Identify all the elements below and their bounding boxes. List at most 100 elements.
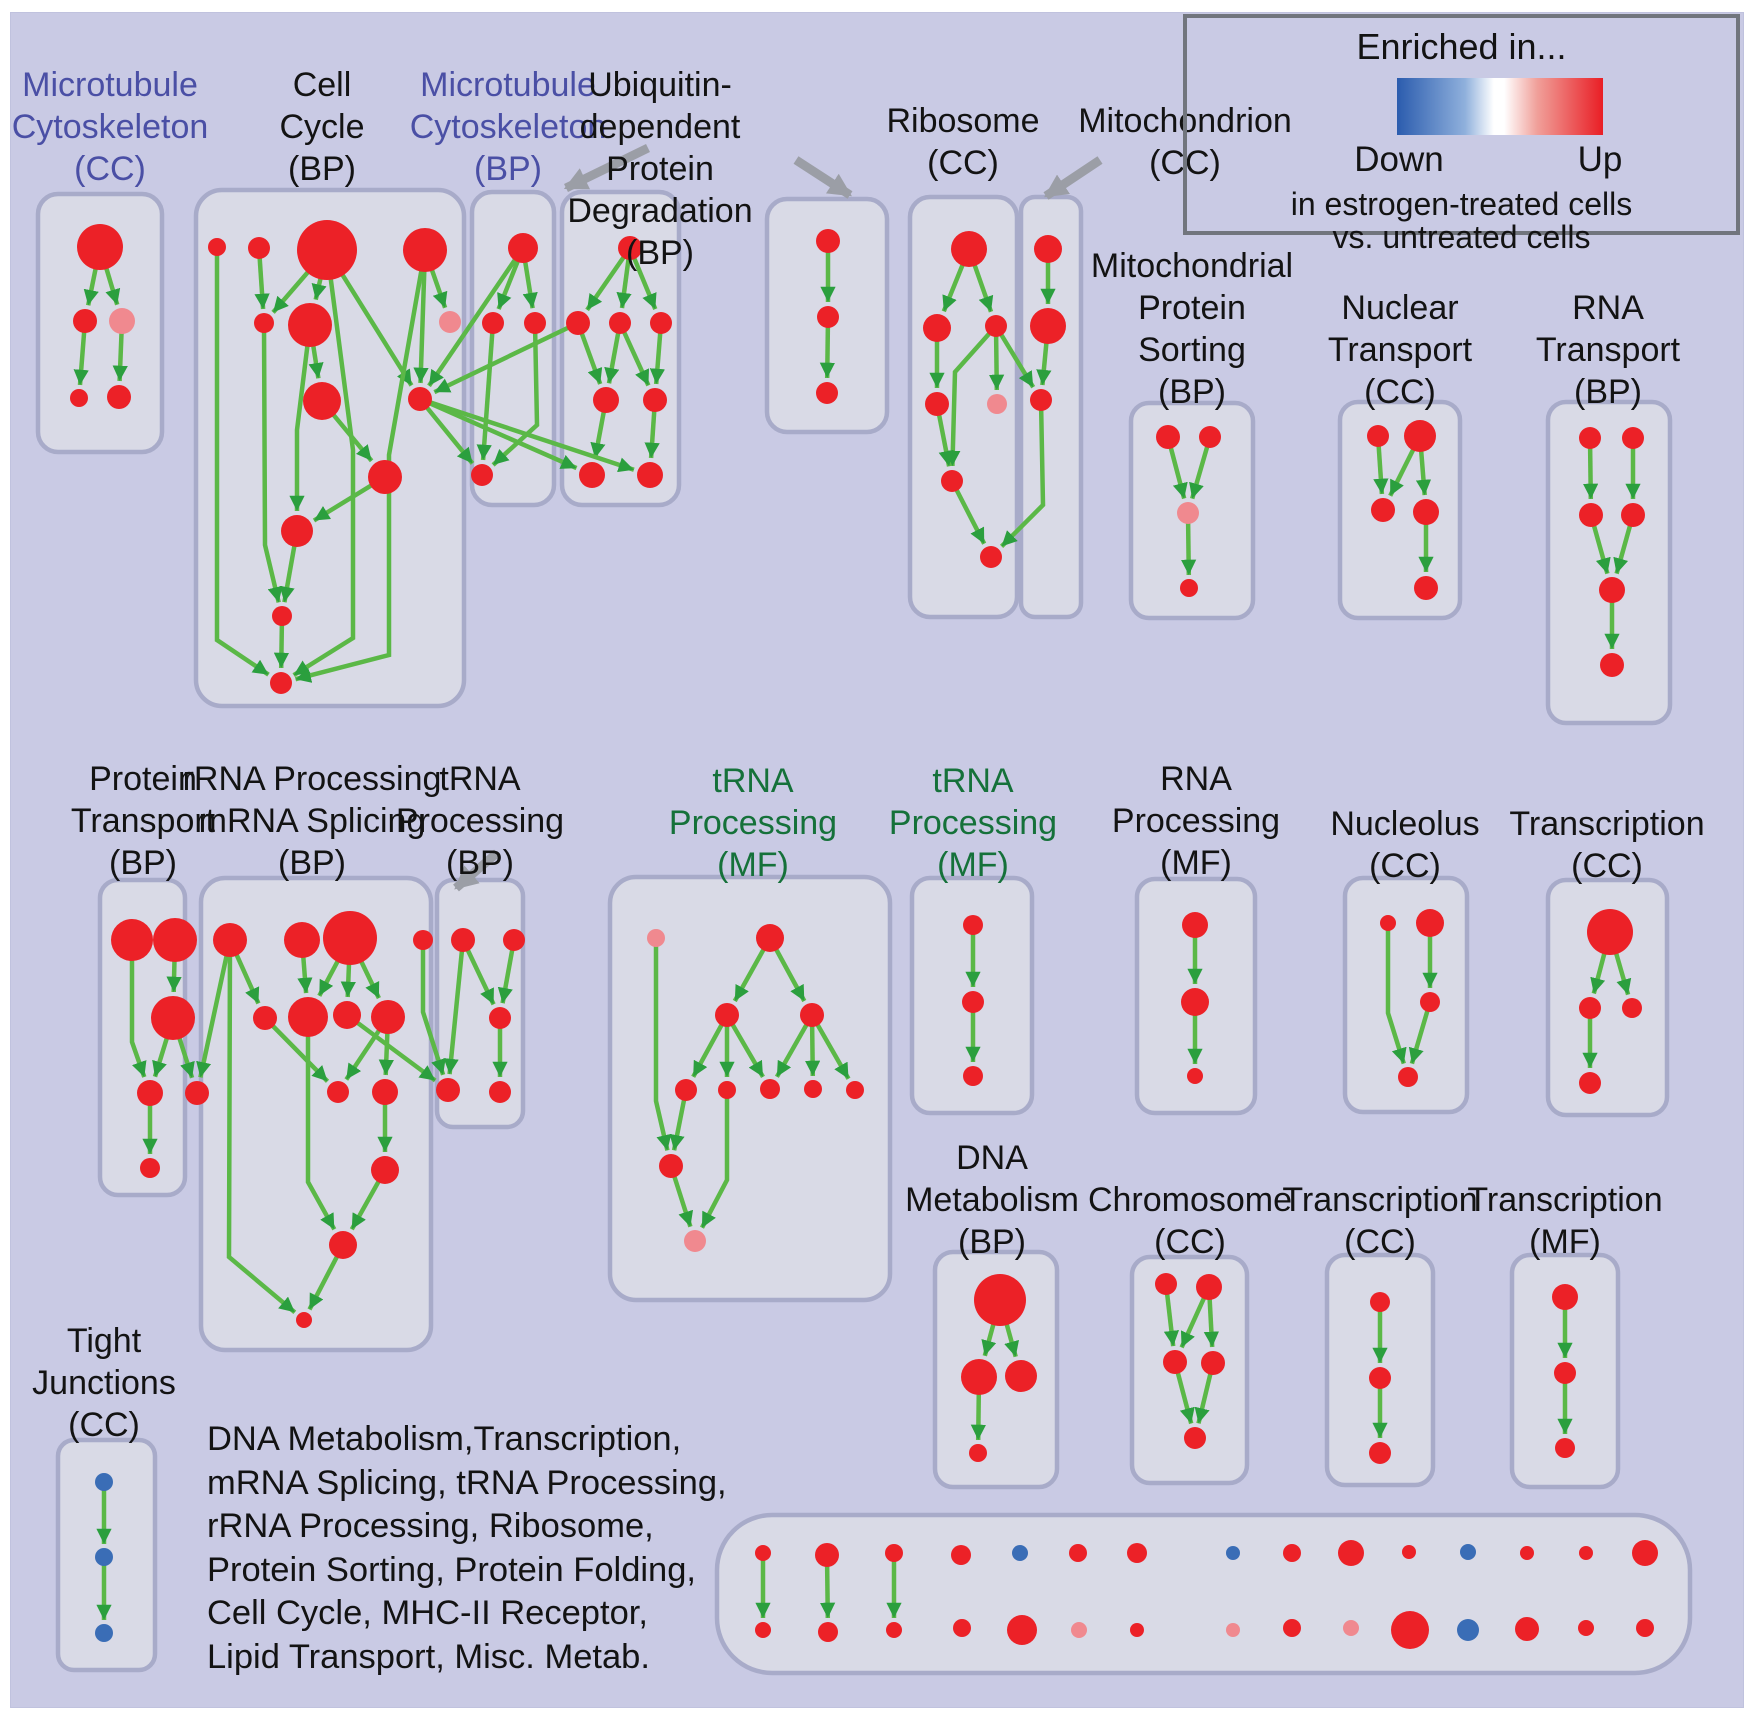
go-term-node-mt2 — [1030, 308, 1066, 344]
go-term-node-w9 — [1283, 1544, 1301, 1562]
go-term-node-h1 — [1155, 1273, 1177, 1295]
go-term-node-T9 — [846, 1081, 864, 1099]
go-term-node-N13 — [296, 1312, 312, 1328]
cluster-label-trna-processing-bp: tRNA Processing (BP) — [395, 760, 565, 882]
go-term-node-s2 — [1199, 426, 1221, 448]
go-term-node-m4 — [471, 464, 493, 486]
cluster-label-microtubule-cytoskeleton-cc: Microtubule Cytoskeleton (CC) — [11, 66, 209, 188]
legend-box: Enriched in... Down Up in estrogen-treat… — [1183, 14, 1740, 255]
edge-c6-to-c11 — [289, 324, 313, 511]
go-term-node-T1 — [647, 929, 665, 947]
go-term-node-u3 — [609, 312, 631, 334]
nodes-layer — [70, 220, 1658, 1649]
go-term-node-c4 — [403, 228, 447, 272]
edge-nu3-to-nu4 — [1408, 1001, 1433, 1065]
go-term-node-w2 — [815, 1543, 839, 1567]
go-term-node-d4 — [969, 1444, 987, 1462]
edge-p1-to-p4 — [129, 940, 147, 1078]
go-term-node-N4 — [413, 930, 433, 950]
edge-m3-to-m4 — [491, 322, 540, 467]
annotation-arrow-mitochondrion-label-to-box — [1043, 156, 1103, 200]
edge-N5-to-N9 — [263, 1016, 330, 1083]
go-term-node-N10 — [372, 1079, 398, 1105]
go-term-node-b2 — [923, 314, 951, 342]
go-term-node-w12 — [1460, 1544, 1476, 1560]
go-term-node-v15 — [1636, 1619, 1654, 1637]
go-term-node-h3 — [1163, 1350, 1187, 1374]
go-term-node-n1 — [1367, 425, 1389, 447]
cluster-box-transcription-cc-upper — [1545, 877, 1670, 1118]
go-term-node-N1 — [213, 923, 247, 957]
go-term-node-t1 — [451, 928, 475, 952]
go-term-node-nu1 — [1380, 915, 1396, 931]
cluster-label-transcription-mf: Transcription (MF) — [1467, 1181, 1663, 1261]
go-term-node-r6 — [1600, 653, 1624, 677]
cluster-box-chromosome-cc — [1129, 1254, 1250, 1486]
go-term-node-k2 — [73, 309, 97, 333]
go-term-node-q3 — [816, 382, 838, 404]
go-term-node-b5 — [987, 394, 1007, 414]
go-term-node-q1 — [816, 229, 840, 253]
go-term-node-rp3 — [1187, 1068, 1203, 1084]
go-term-node-u2 — [566, 311, 590, 335]
go-term-node-nu4 — [1398, 1067, 1418, 1087]
go-term-node-u1 — [618, 236, 642, 260]
go-term-node-T8 — [804, 1080, 822, 1098]
cluster-label-transcription-cc-upper: Transcription (CC) — [1509, 805, 1705, 885]
annotation-arrow-ubiquitin-label-to-left-box — [563, 143, 650, 193]
go-term-node-u6 — [643, 388, 667, 412]
annotation-arrow-trna-bp-label-to-box — [453, 849, 500, 892]
go-term-node-h4 — [1201, 1351, 1225, 1375]
edge-N6-to-N12 — [305, 1017, 337, 1231]
go-term-node-b1 — [951, 231, 987, 267]
legend-up-label: Up — [1577, 140, 1623, 179]
go-term-node-n3 — [1371, 498, 1395, 522]
go-term-node-v1 — [755, 1622, 771, 1638]
go-term-node-u4 — [650, 312, 672, 334]
edge-c5-to-c12 — [261, 322, 283, 603]
cluster-label-microtubule-cytoskeleton-bp: Microtubule Cytoskeleton (BP) — [409, 66, 607, 188]
go-term-node-v10 — [1343, 1620, 1359, 1636]
go-term-node-tj2 — [95, 1548, 113, 1566]
go-term-node-w5 — [1012, 1545, 1028, 1561]
go-term-node-b6 — [941, 470, 963, 492]
go-term-node-T11 — [684, 1230, 706, 1252]
cluster-label-nucleolus-cc: Nucleolus (CC) — [1330, 805, 1480, 885]
go-term-node-c10 — [368, 460, 402, 494]
go-term-node-t4 — [436, 1078, 460, 1102]
edge-t1-to-t4 — [443, 939, 466, 1075]
go-term-node-mt3 — [1030, 389, 1052, 411]
edge-m1-to-c9 — [427, 246, 525, 388]
go-term-node-p4 — [137, 1080, 163, 1106]
annotation-arrow-ubiquitin-label-to-right-box — [793, 156, 853, 199]
go-term-node-m1 — [508, 233, 538, 263]
cluster-label-protein-transport-bp: Protein Transport (BP) — [70, 760, 216, 882]
cluster-box-nuclear-transport-cc — [1337, 399, 1463, 621]
go-term-node-h2 — [1196, 1274, 1222, 1300]
go-term-node-w3 — [885, 1544, 903, 1562]
go-term-node-N2 — [284, 922, 320, 958]
go-term-node-T3 — [715, 1003, 739, 1027]
cluster-label-trna-processing-mf-large: tRNA Processing (MF) — [668, 762, 838, 884]
go-term-node-k3 — [109, 308, 135, 334]
cluster-label-mitochondrial-protein-sorting-bp: Mitochondrial Protein Sorting (BP) — [1090, 247, 1294, 411]
go-term-node-w11 — [1402, 1545, 1416, 1559]
go-term-node-v9 — [1283, 1619, 1301, 1637]
go-term-node-N8 — [371, 1000, 405, 1034]
go-term-node-N7 — [333, 1001, 361, 1029]
cluster-box-ubiquitin-degradation-bp-1 — [559, 189, 682, 508]
go-term-node-x2 — [1369, 1367, 1391, 1389]
go-term-node-v6 — [1071, 1622, 1087, 1638]
go-term-node-x1 — [1370, 1292, 1390, 1312]
go-term-node-v7 — [1130, 1623, 1144, 1637]
cluster-label-transcription-cc-lower: Transcription (CC) — [1282, 1181, 1478, 1261]
annotation-arrows-layer — [453, 143, 1103, 892]
go-term-node-p2 — [153, 918, 197, 962]
go-term-node-r3 — [1579, 503, 1603, 527]
go-term-node-TC2 — [1579, 997, 1601, 1019]
go-term-node-c3 — [297, 220, 357, 280]
go-term-node-n5 — [1414, 576, 1438, 600]
edge-c9-to-u7 — [419, 396, 578, 471]
go-term-node-nu2 — [1416, 909, 1444, 937]
